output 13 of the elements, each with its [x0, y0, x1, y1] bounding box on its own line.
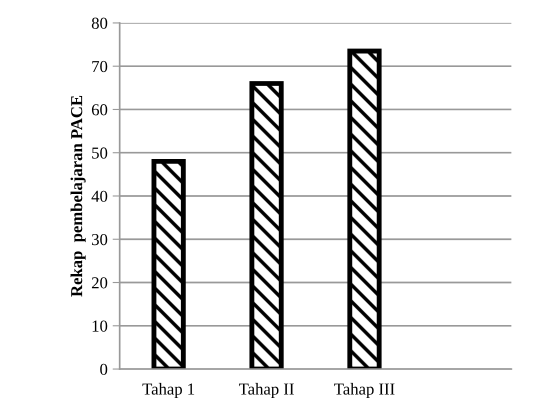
x-tick-label: Tahap III — [334, 382, 395, 398]
y-axis-title: Rekap pembelajaran PACE — [70, 96, 86, 297]
y-tick-label: 70 — [92, 60, 108, 72]
y-tick-label: 50 — [92, 147, 108, 159]
x-tick-label: Tahap II — [238, 382, 294, 398]
y-tick-label: 60 — [92, 104, 108, 116]
y-tick-label: 0 — [100, 364, 108, 375]
x-tick-label: Tahap 1 — [142, 382, 194, 398]
y-tick-label: 20 — [92, 277, 108, 288]
y-tick-label: 40 — [92, 190, 108, 202]
y-tick-label: 10 — [92, 320, 108, 332]
y-tick-label: 30 — [92, 234, 108, 246]
y-tick-label: 80 — [92, 18, 108, 29]
